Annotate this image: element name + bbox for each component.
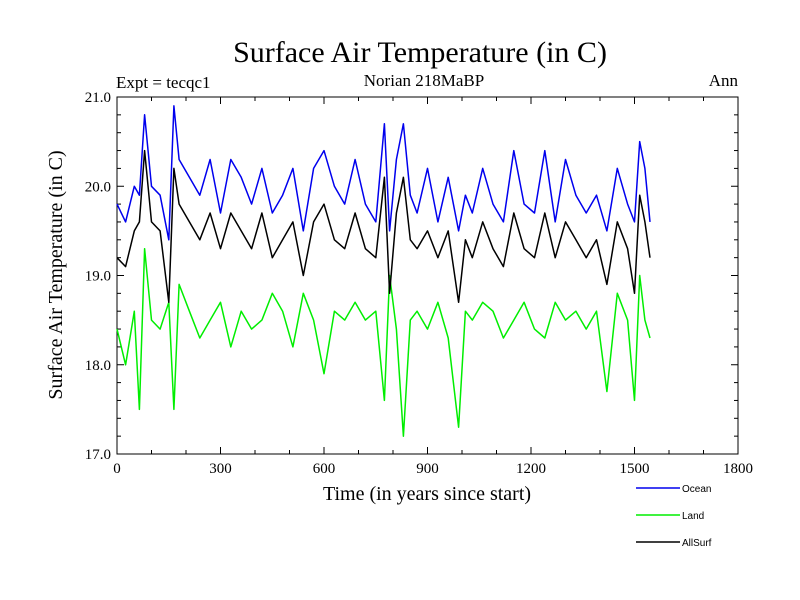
legend: Ocean Land AllSurf (636, 484, 712, 549)
subtitle-left: Expt = tecqc1 (116, 73, 211, 92)
legend-label-ocean: Ocean (682, 484, 711, 495)
series-line-allsurf (116, 149, 651, 304)
series-lines (116, 105, 651, 437)
x-tick-label: 900 (416, 461, 439, 477)
subtitle-right: Ann (709, 71, 739, 90)
x-tick-label: 0 (113, 461, 121, 477)
y-tick-label: 19.0 (85, 269, 111, 285)
subtitle-center: Norian 218MaBP (364, 71, 484, 90)
x-axis-ticks: 0 300 600 900 1200 1500 1800 (113, 97, 753, 477)
legend-label-land: Land (682, 511, 704, 522)
chart-title: Surface Air Temperature (in C) (233, 36, 607, 69)
y-tick-label: 20.0 (85, 179, 111, 195)
y-axis-label: Surface Air Temperature (in C) (45, 150, 67, 399)
x-tick-label: 1500 (620, 461, 650, 477)
x-tick-label: 1200 (516, 461, 546, 477)
series-line-ocean (116, 105, 651, 241)
y-tick-label: 17.0 (85, 447, 111, 463)
series-line-land (116, 247, 651, 437)
y-tick-label: 18.0 (85, 358, 111, 374)
x-tick-label: 300 (209, 461, 232, 477)
x-axis-label: Time (in years since start) (323, 483, 531, 505)
legend-label-allsurf: AllSurf (682, 538, 712, 549)
x-tick-label: 600 (313, 461, 336, 477)
y-tick-label: 21.0 (85, 90, 111, 106)
plot-frame (116, 96, 739, 455)
y-axis-ticks: 17.0 18.0 19.0 20.0 21.0 (85, 90, 738, 463)
x-tick-label: 1800 (723, 461, 753, 477)
